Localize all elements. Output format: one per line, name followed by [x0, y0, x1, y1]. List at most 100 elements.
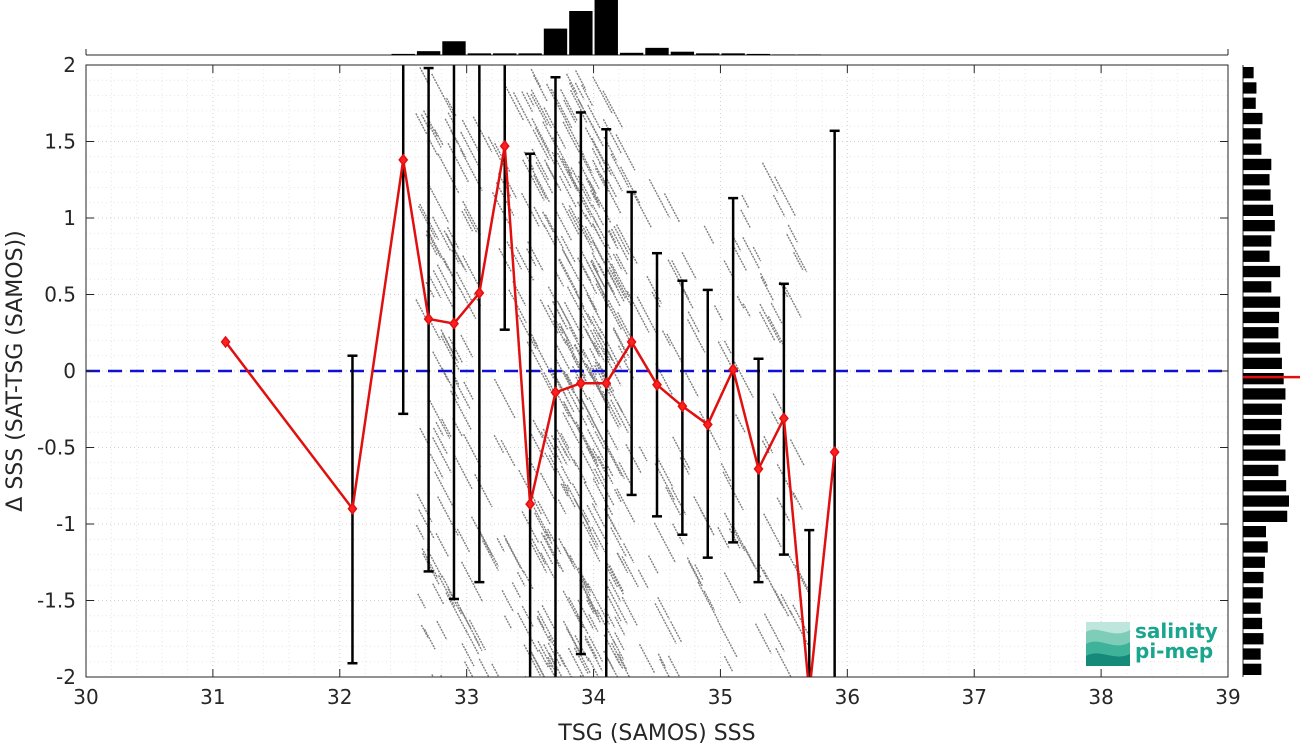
scatter-streak	[616, 552, 629, 574]
scatter-streak	[429, 453, 444, 479]
scatter-streak	[593, 342, 605, 362]
scatter-streak	[632, 193, 653, 229]
scatter-streak	[447, 588, 462, 615]
scatter-streak	[591, 252, 613, 292]
mean-point	[550, 386, 561, 399]
scatter-streak	[423, 110, 439, 138]
scatter-streak	[589, 181, 597, 195]
scatter-streak	[613, 225, 630, 255]
scatter-streak	[508, 289, 527, 324]
scatter-streak	[588, 397, 604, 425]
scatter-streak	[681, 251, 697, 280]
mean-point	[423, 312, 434, 326]
right-histogram	[1242, 65, 1300, 677]
scatter-streak	[589, 372, 607, 404]
scatter-streak	[447, 112, 456, 126]
scatter-streak	[463, 208, 478, 234]
scatter-streak	[562, 250, 580, 282]
scatter-streak	[560, 465, 572, 485]
scatter-streak	[568, 209, 581, 231]
scatter-streak	[647, 555, 659, 574]
top-hist-bar	[543, 28, 568, 55]
scatter-streak	[610, 527, 627, 558]
scatter-streak	[536, 615, 545, 630]
scatter-streak	[581, 399, 603, 440]
scatter-streak	[461, 210, 474, 232]
right-hist-bar	[1243, 342, 1281, 354]
scatter-streak	[636, 296, 657, 333]
scatter-streak	[562, 412, 580, 444]
scatter-streak	[569, 555, 588, 589]
scatter-streak	[427, 231, 449, 270]
scatter-streak	[444, 118, 467, 158]
scatter-streak	[582, 509, 591, 524]
scatter-streak	[566, 286, 590, 328]
scatter-streak	[554, 342, 571, 370]
scatter-streak	[506, 241, 523, 270]
top-hist-bar	[391, 53, 415, 55]
scatter-streak	[666, 333, 684, 365]
right-hist-bar	[1243, 174, 1270, 186]
scatter-streak	[423, 628, 436, 650]
scatter-streak	[460, 334, 474, 358]
scatter-streak	[526, 341, 544, 372]
scatter-streak	[432, 427, 449, 455]
scatter-streak	[591, 418, 607, 446]
scatter-streak	[761, 440, 770, 454]
scatter-streak	[451, 371, 460, 386]
scatter-streak	[735, 414, 746, 434]
scatter-streak	[534, 512, 550, 540]
scatter-streak	[532, 74, 548, 102]
scatter-streak	[599, 328, 622, 370]
scatter-streak	[432, 216, 452, 251]
mean-point	[626, 335, 637, 349]
scatter-streak	[582, 284, 598, 312]
y-tick-label: -2	[56, 665, 76, 689]
scatter-streak	[557, 395, 570, 417]
y-axis-label: Δ SSS (SAT-TSG (SAMOS))	[3, 230, 28, 511]
scatter-streak	[440, 335, 460, 371]
scatter-streak	[563, 401, 583, 437]
right-hist-bar	[1243, 296, 1281, 308]
scatter-streak	[587, 429, 605, 460]
scatter-streak	[586, 596, 601, 623]
scatter-streak	[517, 612, 539, 652]
scatter-streak	[554, 375, 567, 396]
scatter-streak	[565, 339, 587, 378]
scatter-streak	[588, 635, 604, 662]
x-tick-label: 33	[454, 685, 479, 709]
scatter-streak	[435, 533, 450, 558]
scatter-streak	[568, 326, 587, 358]
scatter-streak	[459, 608, 480, 646]
right-hist-bar	[1243, 235, 1272, 247]
scatter-streak	[688, 561, 702, 585]
scatter-streak	[769, 583, 783, 605]
scatter-streak	[587, 657, 600, 677]
scatter-streak	[537, 640, 553, 669]
right-hist-bar	[1243, 449, 1286, 461]
scatter-streak	[579, 301, 593, 325]
top-hist-bar	[696, 53, 720, 55]
scatter-streak	[556, 437, 568, 457]
scatter-streak	[612, 253, 623, 271]
scatter-streak	[592, 264, 606, 288]
scatter-streak	[543, 107, 567, 149]
scatter-streak	[717, 526, 730, 549]
scatter-streak	[653, 522, 677, 564]
scatter-streak	[542, 211, 555, 233]
scatter-streak	[530, 542, 548, 573]
scatter-streak	[592, 448, 606, 472]
scatter-streak	[786, 233, 808, 273]
scatter-streak	[543, 224, 556, 247]
scatter-streak	[418, 509, 435, 539]
scatter-streak	[558, 258, 578, 293]
scatter-streak	[556, 152, 579, 192]
scatter-streak	[526, 92, 535, 107]
scatter-streak	[667, 259, 690, 300]
x-tick-label: 34	[581, 685, 606, 709]
scatter-streak	[415, 524, 425, 540]
scatter-streak	[578, 149, 600, 190]
scatter-streak	[586, 415, 595, 429]
scatter-streak	[579, 191, 599, 228]
